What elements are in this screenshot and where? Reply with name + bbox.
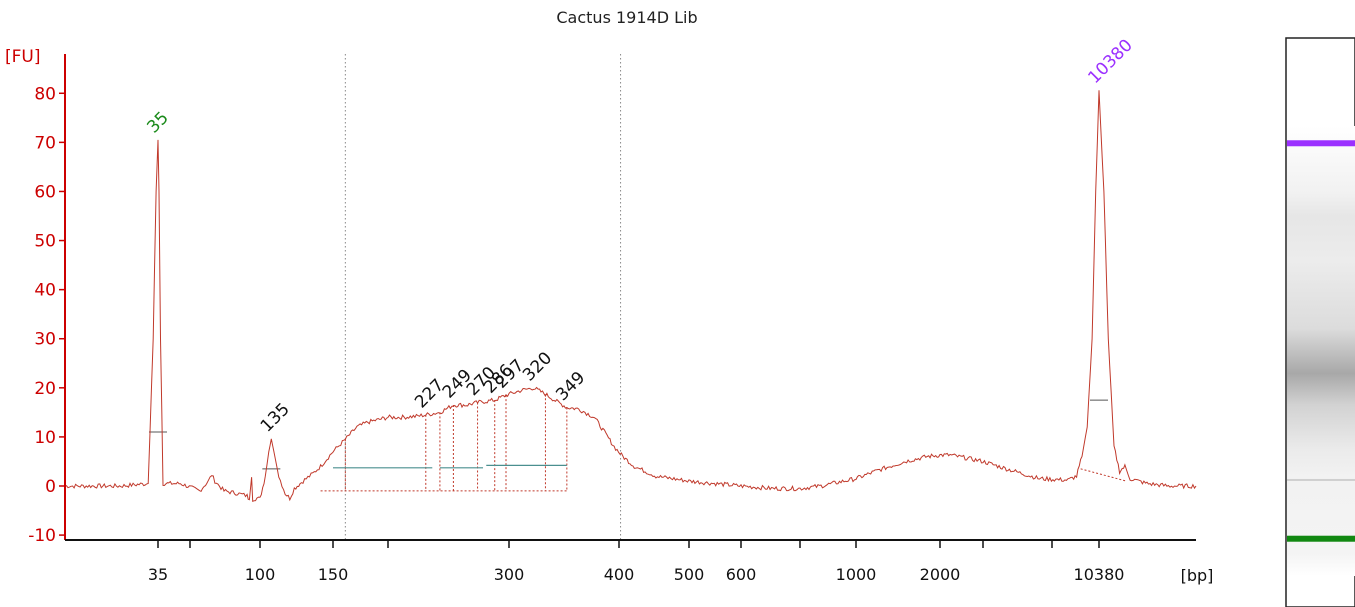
y-tick-label: 30 [34, 330, 56, 350]
x-axis-ticks: 35 100 150 300 400 500 600 1000 2000 10380 [148, 540, 1125, 584]
x-tick-label: 35 [148, 565, 168, 584]
x-tick-label: 100 [245, 565, 276, 584]
x-tick-label: 300 [494, 565, 525, 584]
peak-label: 135 [257, 399, 294, 436]
y-tick-label: 70 [34, 133, 56, 153]
peak-label: 349 [552, 368, 589, 405]
y-tick-label: 80 [34, 84, 56, 104]
y-tick-label: 0 [45, 477, 56, 497]
x-tick-label: 500 [674, 565, 705, 584]
peak-label: 35 [143, 108, 172, 137]
x-tick-label: 600 [726, 565, 757, 584]
x-axis-unit: [bp] [1181, 566, 1214, 585]
gel-lane [1285, 37, 1355, 607]
gel-faint-band [1287, 478, 1355, 481]
gel-band [1287, 535, 1355, 542]
region-marker-layer [344, 54, 622, 540]
y-tick-label: 10 [34, 428, 56, 448]
y-tick-label: -10 [28, 526, 56, 546]
peak-area-fill-layer [320, 394, 1127, 492]
axes [64, 54, 1196, 541]
y-axis-unit: [FU] [5, 47, 41, 67]
y-axis-ticks: -10 0 10 20 30 40 50 60 70 80 [28, 84, 65, 546]
peak-label: 10380 [1084, 35, 1136, 87]
y-tick-label: 50 [34, 232, 56, 252]
x-tick-label: 400 [604, 565, 635, 584]
x-tick-label: 150 [318, 565, 349, 584]
x-tick-label: 1000 [836, 565, 877, 584]
y-tick-label: 60 [34, 182, 56, 202]
electropherogram-trace [64, 90, 1197, 502]
gel-bands [1287, 140, 1355, 542]
x-tick-label: 2000 [920, 565, 961, 584]
peak-label: 227 [411, 375, 448, 412]
chart-title: Cactus 1914D Lib [556, 8, 697, 27]
gel-lane-smear [1287, 126, 1355, 576]
y-tick-label: 40 [34, 281, 56, 301]
peak-label: 320 [519, 348, 556, 385]
baseline-layer [149, 399, 1108, 470]
gel-band [1287, 140, 1355, 147]
y-tick-label: 20 [34, 379, 56, 399]
x-tick-label: 10380 [1074, 565, 1125, 584]
